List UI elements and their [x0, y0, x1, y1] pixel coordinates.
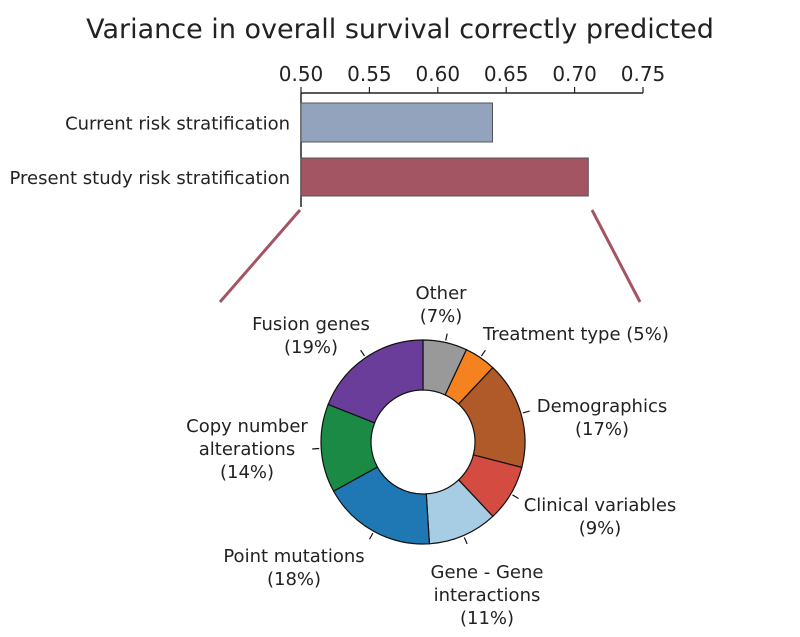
- slice-label-demographics: Demographics: [537, 396, 667, 417]
- slice-label-fusion: (19%): [284, 337, 338, 358]
- slice-label-point: (18%): [267, 569, 321, 590]
- slice-label-other: Other: [415, 283, 467, 304]
- leader-tick: [368, 532, 374, 540]
- category-label: Current risk stratification: [65, 114, 290, 135]
- leader-tick: [463, 537, 468, 545]
- bar: [300, 102, 494, 143]
- leader-tick: [522, 410, 530, 414]
- leader-tick: [360, 349, 366, 357]
- slice-label-copy: Copy number: [186, 416, 308, 437]
- slice-label-genegene: Gene - Gene: [431, 562, 544, 583]
- connector-line-left: [218, 209, 302, 303]
- slice-label-copy: alterations: [199, 439, 295, 460]
- x-tick-label: 0.60: [416, 62, 461, 86]
- slice-label-demographics: (17%): [575, 419, 629, 440]
- slice-label-point: Point mutations: [223, 546, 364, 567]
- x-tick-label: 0.75: [621, 62, 666, 86]
- x-tick-label: 0.65: [484, 62, 529, 86]
- leader-tick: [512, 494, 519, 500]
- connector-line-right: [590, 209, 642, 303]
- donut-slice: [327, 339, 424, 424]
- chart-title: Variance in overall survival correctly p…: [86, 14, 714, 45]
- slice-label-copy: (14%): [220, 462, 274, 483]
- category-label: Present study risk stratification: [10, 168, 291, 189]
- leader-tick: [480, 349, 486, 357]
- leader-tick: [445, 333, 448, 341]
- slice-label-clinical: (9%): [579, 518, 622, 539]
- slice-label-clinical: Clinical variables: [524, 495, 677, 516]
- x-tick-label: 0.70: [552, 62, 597, 86]
- slice-label-genegene: (11%): [460, 608, 514, 629]
- slice-label-fusion: Fusion genes: [252, 314, 370, 335]
- bar: [300, 157, 589, 197]
- slice-label-other: (7%): [420, 306, 463, 327]
- x-tick-label: 0.55: [347, 62, 392, 86]
- slice-label-treatment: Treatment type (5%): [482, 324, 669, 345]
- x-tick-label: 0.50: [279, 62, 324, 86]
- slice-label-genegene: interactions: [434, 585, 541, 606]
